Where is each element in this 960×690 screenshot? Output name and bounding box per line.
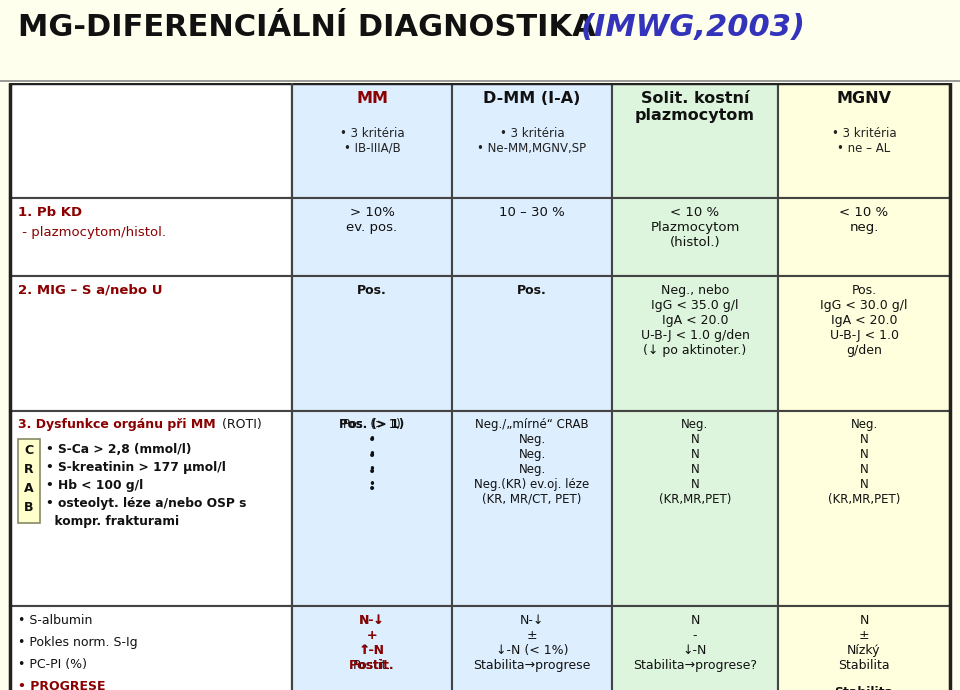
Text: MM: MM bbox=[356, 91, 388, 106]
Text: N-↓
±
↓-N (< 1%)
Stabilita→progrese: N-↓ ± ↓-N (< 1%) Stabilita→progrese bbox=[473, 614, 590, 672]
Bar bbox=[10, 411, 292, 606]
Text: Pos.
IgG < 30.0 g/l
IgA < 20.0
U-B-J < 1.0
g/den: Pos. IgG < 30.0 g/l IgA < 20.0 U-B-J < 1… bbox=[820, 284, 908, 357]
Bar bbox=[452, 411, 612, 606]
Text: Stabilita: Stabilita bbox=[834, 686, 894, 690]
Bar bbox=[18, 439, 40, 523]
Text: < 10 %
neg.: < 10 % neg. bbox=[839, 206, 889, 234]
Bar bbox=[452, 83, 612, 198]
Bar bbox=[292, 198, 452, 276]
Bar bbox=[612, 83, 778, 198]
Text: kompr. frakturami: kompr. frakturami bbox=[46, 515, 180, 528]
Text: Pos.: Pos. bbox=[517, 284, 547, 297]
Text: 1. Pb KD: 1. Pb KD bbox=[18, 206, 83, 219]
Text: • PROGRESE: • PROGRESE bbox=[18, 680, 106, 690]
Text: N-↓
+
↑-N
Postit.: N-↓ + ↑-N Postit. bbox=[349, 614, 395, 672]
Text: • 3 kritéria
• ne – AL: • 3 kritéria • ne – AL bbox=[831, 127, 897, 155]
Bar bbox=[10, 276, 292, 411]
Bar bbox=[292, 83, 452, 198]
Bar bbox=[778, 276, 950, 411]
Bar bbox=[292, 276, 452, 411]
Text: • 3 kritéria
• Ne-MM,MGNV,SP: • 3 kritéria • Ne-MM,MGNV,SP bbox=[477, 127, 587, 155]
Bar bbox=[612, 276, 778, 411]
Text: < 10 %
Plazmocytom
(histol.): < 10 % Plazmocytom (histol.) bbox=[650, 206, 740, 249]
Text: MG-DIFERENCIÁLNÍ DIAGNOSTIKA: MG-DIFERENCIÁLNÍ DIAGNOSTIKA bbox=[18, 13, 607, 42]
Text: • Pokles norm. S-Ig: • Pokles norm. S-Ig bbox=[18, 636, 137, 649]
Text: Neg.
N
N
N
N
(KR,MR,PET): Neg. N N N N (KR,MR,PET) bbox=[659, 418, 732, 506]
Bar bbox=[292, 606, 452, 690]
Text: • S-kreatinin > 177 µmol/l: • S-kreatinin > 177 µmol/l bbox=[46, 461, 226, 474]
Text: • osteolyt. léze a/nebo OSP s: • osteolyt. léze a/nebo OSP s bbox=[46, 497, 247, 510]
Text: B: B bbox=[24, 501, 34, 514]
Text: Neg., nebo
IgG < 35.0 g/l
IgA < 20.0
U-B-J < 1.0 g/den
(↓ po aktinoter.): Neg., nebo IgG < 35.0 g/l IgA < 20.0 U-B… bbox=[640, 284, 750, 357]
Bar bbox=[778, 198, 950, 276]
Text: - plazmocytom/histol.: - plazmocytom/histol. bbox=[18, 226, 166, 239]
Bar bbox=[452, 606, 612, 690]
Text: > 10%
ev. pos.: > 10% ev. pos. bbox=[347, 206, 397, 234]
Text: 2. MIG – S a/nebo U: 2. MIG – S a/nebo U bbox=[18, 284, 162, 297]
Text: • S-albumin: • S-albumin bbox=[18, 614, 92, 627]
Bar bbox=[612, 411, 778, 606]
Bar bbox=[778, 83, 950, 198]
Text: • S-Ca > 2,8 (mmol/l): • S-Ca > 2,8 (mmol/l) bbox=[46, 443, 191, 456]
Text: MGNV: MGNV bbox=[836, 91, 892, 106]
Text: 10 – 30 %: 10 – 30 % bbox=[499, 206, 564, 219]
Bar bbox=[778, 606, 950, 690]
Bar bbox=[292, 411, 452, 606]
Text: •
•
•
•: • • • • bbox=[368, 433, 376, 495]
Text: Pos. (> 1)
•
•
•
•: Pos. (> 1) • • • • bbox=[343, 418, 401, 491]
Text: Neg.
N
N
N
N
(KR,MR,PET): Neg. N N N N (KR,MR,PET) bbox=[828, 418, 900, 506]
Text: • Hb < 100 g/l: • Hb < 100 g/l bbox=[46, 479, 143, 492]
Text: Pos. (> 1): Pos. (> 1) bbox=[340, 418, 404, 431]
Bar bbox=[452, 198, 612, 276]
Bar bbox=[10, 198, 292, 276]
Text: (IMWG,2003): (IMWG,2003) bbox=[581, 13, 806, 42]
Text: Pos.: Pos. bbox=[357, 284, 387, 297]
Text: (ROTI): (ROTI) bbox=[218, 418, 262, 431]
Text: N-↓
+
↑-N
Postit.: N-↓ + ↑-N Postit. bbox=[353, 614, 391, 672]
Text: Solit. kostní
plazmocytom: Solit. kostní plazmocytom bbox=[635, 91, 755, 124]
Bar bbox=[778, 411, 950, 606]
Text: 3. Dysfunkce orgánu při MM: 3. Dysfunkce orgánu při MM bbox=[18, 418, 216, 431]
Bar bbox=[10, 606, 292, 690]
Text: C: C bbox=[24, 444, 34, 457]
Bar bbox=[452, 276, 612, 411]
Text: N
-
↓-N
Stabilita→progrese?: N - ↓-N Stabilita→progrese? bbox=[633, 614, 757, 672]
Bar bbox=[612, 198, 778, 276]
Bar bbox=[612, 606, 778, 690]
Text: N
±
Nízký
Stabilita: N ± Nízký Stabilita bbox=[838, 614, 890, 672]
Bar bbox=[10, 83, 292, 198]
Text: A: A bbox=[24, 482, 34, 495]
Text: R: R bbox=[24, 463, 34, 476]
Text: • PC-PI (%): • PC-PI (%) bbox=[18, 658, 87, 671]
Text: Neg./„mírné“ CRAB
Neg.
Neg.
Neg.
Neg.(KR) ev.oj. léze
(KR, MR/CT, PET): Neg./„mírné“ CRAB Neg. Neg. Neg. Neg.(KR… bbox=[474, 418, 589, 506]
Text: D-MM (I-A): D-MM (I-A) bbox=[483, 91, 581, 106]
Text: • 3 kritéria
• IB-IIIA/B: • 3 kritéria • IB-IIIA/B bbox=[340, 127, 404, 155]
